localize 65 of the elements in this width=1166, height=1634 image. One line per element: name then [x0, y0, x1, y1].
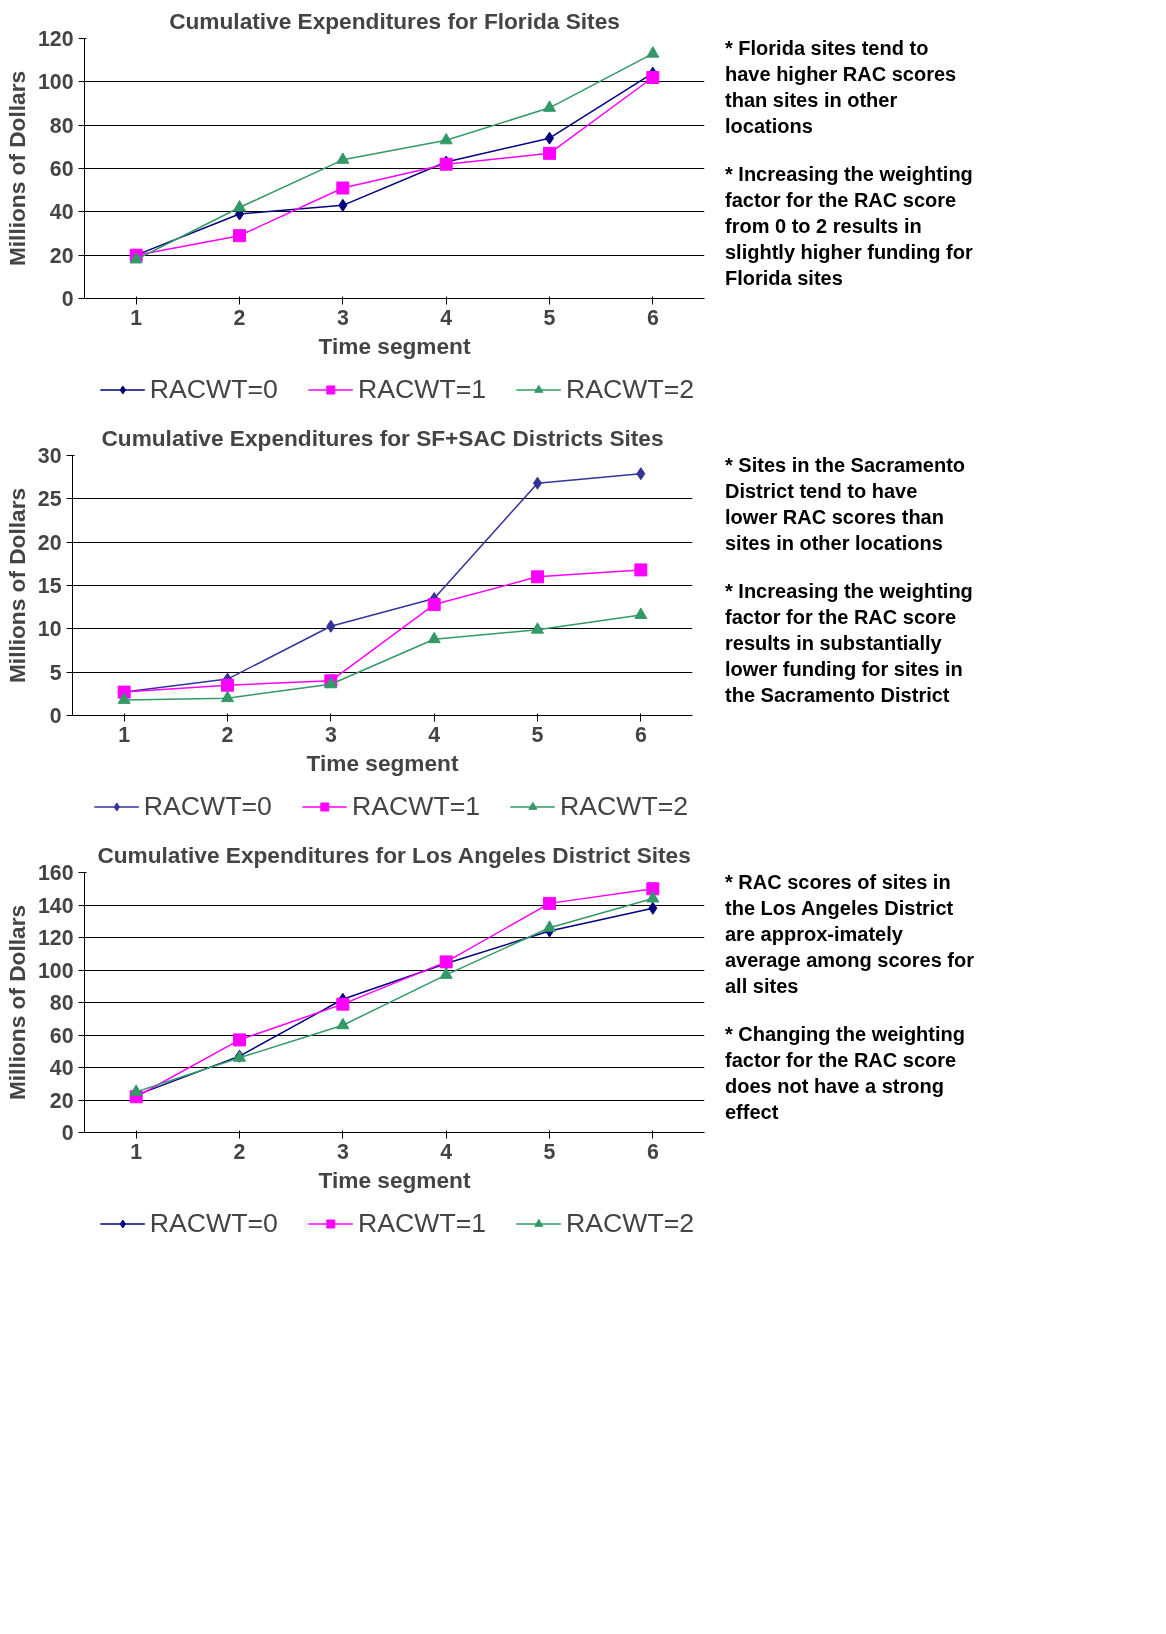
y-tick-label: 0 [49, 704, 62, 728]
x-tick-label: 6 [646, 305, 659, 330]
x-tick-label: 5 [531, 722, 544, 747]
legend-label: RACWT=2 [566, 1207, 695, 1239]
legend-label: RACWT=1 [357, 1207, 487, 1239]
x-tick-label: 1 [130, 1139, 143, 1164]
legend-label: RACWT=0 [143, 790, 272, 822]
text: * Sites in the Sacramento District tend to have lower RAC scores than sites in other locations [725, 453, 967, 556]
y-tick-label: 140 [37, 893, 74, 918]
chart-title: Cumulative Expenditures for Florida Sites [169, 7, 620, 34]
y-tick-label: 30 [37, 444, 62, 468]
legend-label: RACWT=2 [560, 790, 689, 822]
chart-title: Cumulative Expenditures for Los Angeles District Sites [97, 841, 691, 868]
y-tick-label: 60 [49, 157, 74, 181]
y-tick-label: 25 [37, 487, 62, 512]
legend-label: RACWT=1 [357, 373, 487, 405]
y-tick-label: 60 [49, 1023, 74, 1048]
text: * Florida sites tend to have higher RAC scores than sites in other locations [725, 36, 958, 139]
y-tick-label: 100 [37, 958, 74, 983]
y-tick-label: 40 [49, 1056, 74, 1080]
x-axis-title: Time segment [318, 332, 471, 359]
x-axis-title: Time segment [318, 1166, 471, 1193]
legend-label: RACWT=1 [351, 790, 481, 822]
y-axis-title: Millions of Dollars [3, 70, 30, 267]
x-tick-label: 2 [233, 1139, 246, 1164]
y-tick-label: 5 [49, 660, 62, 685]
y-tick-label: 80 [49, 991, 74, 1015]
y-tick-label: 20 [37, 530, 62, 555]
x-tick-label: 3 [336, 305, 349, 330]
y-tick-label: 80 [49, 113, 74, 138]
x-tick-label: 5 [543, 1139, 556, 1164]
y-tick-label: 40 [49, 200, 74, 225]
y-tick-label: 20 [49, 1088, 74, 1113]
x-tick-label: 4 [428, 722, 441, 747]
x-tick-label: 3 [324, 722, 337, 747]
y-axis-title: Millions of Dollars [3, 487, 30, 684]
text: * Changing the weighting factor for the RAC score does not have a strong effect [725, 1022, 966, 1125]
x-tick-label: 4 [440, 1139, 453, 1164]
legend-label: RACWT=0 [149, 373, 278, 405]
x-tick-label: 2 [233, 305, 246, 330]
x-tick-label: 1 [118, 722, 131, 747]
x-tick-label: 6 [646, 1139, 659, 1164]
y-tick-label: 100 [37, 70, 74, 95]
x-tick-label: 6 [634, 722, 647, 747]
y-tick-label: 20 [49, 243, 74, 268]
y-tick-label: 10 [37, 617, 62, 642]
x-tick-label: 5 [543, 305, 556, 330]
text: * Increasing the weighting factor for the RAC score from 0 to 2 results in slightly higher funding for Florida sites [725, 162, 974, 291]
text: * Increasing the weighting factor for the RAC score results in substantially lower funding for sites in the Sacramento District [725, 579, 974, 708]
y-tick-label: 0 [61, 287, 74, 311]
y-tick-label: 0 [61, 1121, 74, 1145]
y-tick-label: 120 [37, 926, 74, 950]
y-axis-title: Millions of Dollars [3, 904, 30, 1101]
chart-title: Cumulative Expenditures for SF+SAC Districts Sites [101, 424, 664, 451]
x-tick-label: 4 [440, 305, 453, 330]
legend-label: RACWT=0 [149, 1207, 278, 1239]
text: * RAC scores of sites in the Los Angeles District are approx-imately average among scores for all sites [725, 870, 975, 999]
y-tick-label: 160 [37, 861, 74, 885]
x-tick-label: 3 [336, 1139, 349, 1164]
x-axis-title: Time segment [306, 749, 459, 776]
y-tick-label: 120 [37, 27, 74, 51]
legend-label: RACWT=2 [566, 373, 695, 405]
x-tick-label: 1 [130, 305, 143, 330]
y-tick-label: 15 [37, 574, 62, 598]
x-tick-label: 2 [221, 722, 234, 747]
